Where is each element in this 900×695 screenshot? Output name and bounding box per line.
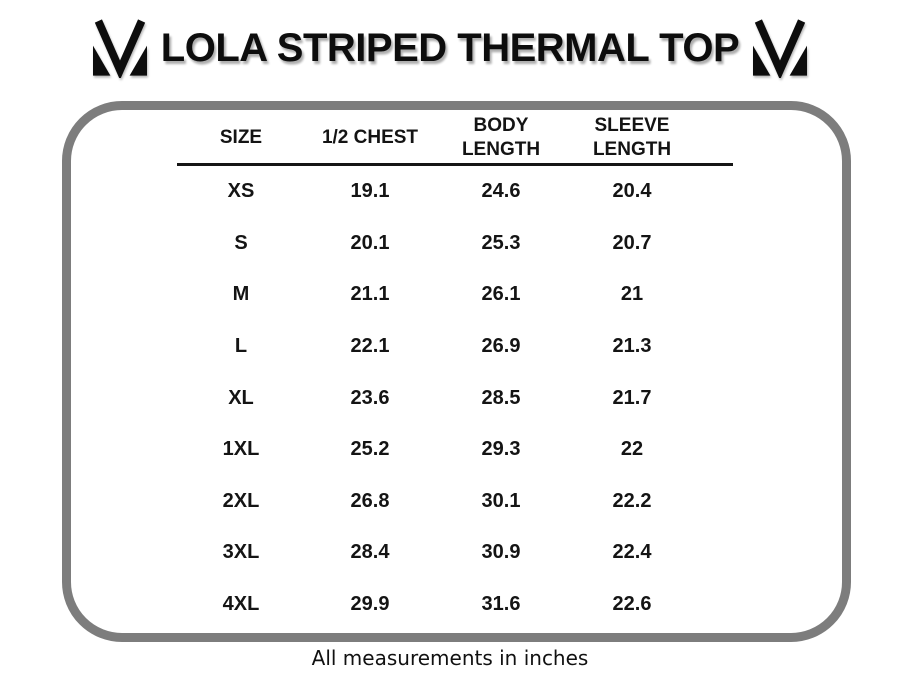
table-cell: S	[234, 231, 248, 254]
table-cell: 28.5	[481, 386, 521, 409]
table-cell: 25.3	[481, 231, 521, 254]
table-cell: 21.3	[612, 335, 652, 358]
table-cell: 30.9	[481, 541, 521, 564]
table-cell: 20.1	[350, 231, 390, 254]
table-cell: 26.9	[481, 335, 521, 358]
table-cell: 1XL	[222, 438, 260, 461]
table-cell: 23.6	[350, 386, 390, 409]
header-underline	[177, 163, 733, 166]
size-chart-panel	[62, 101, 851, 642]
table-cell: M	[232, 283, 250, 306]
table-cell: 30.1	[481, 489, 521, 512]
title-bar: LOLA STRIPED THERMAL TOP	[0, 0, 900, 96]
table-cell: 19.1	[350, 180, 390, 203]
column-header-body-length: BODY LENGTH	[461, 115, 541, 160]
table-cell: 29.9	[350, 593, 390, 616]
table-cell: 21	[620, 283, 644, 306]
table-cell: 21.1	[350, 283, 390, 306]
column-header-half-chest: 1/2 CHEST	[321, 127, 419, 149]
table-cell: 22.1	[350, 335, 390, 358]
table-cell: 22.2	[612, 489, 652, 512]
table-cell: 2XL	[222, 489, 260, 512]
table-cell: XL	[228, 386, 254, 409]
table-cell: 20.4	[612, 180, 652, 203]
table-cell: 20.7	[612, 231, 652, 254]
table-cell: 3XL	[222, 541, 260, 564]
table-cell: 25.2	[350, 438, 390, 461]
table-cell: L	[234, 335, 248, 358]
table-header-row: SIZE 1/2 CHEST BODY LENGTH SLEEVE LENGTH	[177, 110, 697, 166]
table-cell: 22	[620, 438, 644, 461]
table-cell: 26.1	[481, 283, 521, 306]
page-title: LOLA STRIPED THERMAL TOP	[160, 25, 740, 70]
table-cell: 28.4	[350, 541, 390, 564]
table-cell: 24.6	[481, 180, 521, 203]
brand-m-logo-icon	[92, 19, 147, 78]
table-cell: 22.6	[612, 593, 652, 616]
table-cell: 31.6	[481, 593, 521, 616]
column-header-size: SIZE	[219, 127, 263, 149]
size-table: XS 19.1 24.6 20.4 S 20.1 25.3 20.7 M 21.…	[177, 166, 697, 630]
table-cell: 21.7	[612, 386, 652, 409]
brand-m-logo-icon	[753, 19, 808, 78]
table-cell: 22.4	[612, 541, 652, 564]
measurements-note: All measurements in inches	[311, 646, 589, 670]
table-cell: XS	[227, 180, 255, 203]
table-cell: 29.3	[481, 438, 521, 461]
table-cell: 4XL	[222, 593, 260, 616]
table-cell: 26.8	[350, 489, 390, 512]
column-header-sleeve-length: SLEEVE LENGTH	[592, 115, 672, 160]
